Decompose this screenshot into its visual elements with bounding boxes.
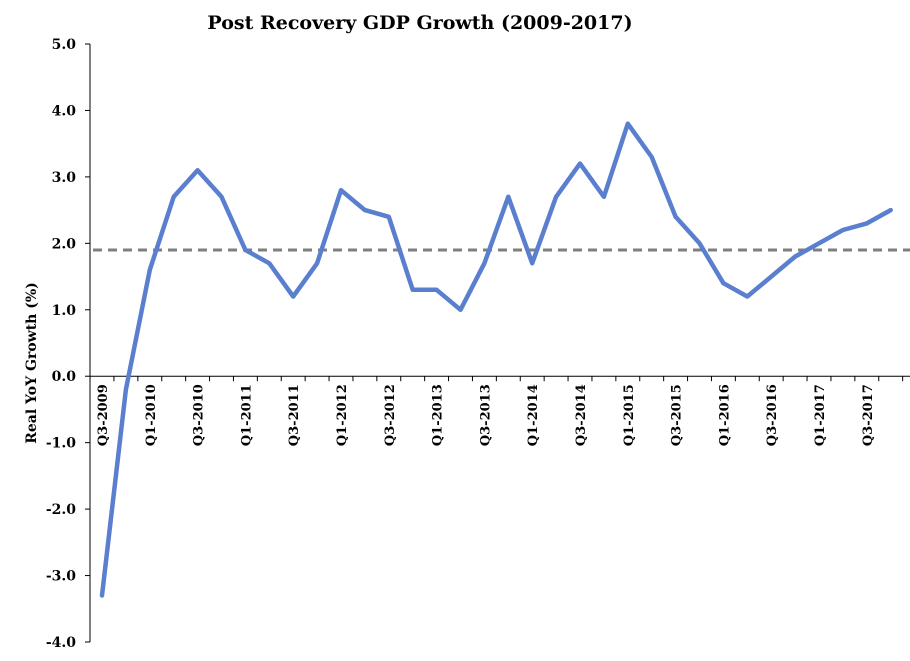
x-tick-label: Q3-2011: [287, 384, 302, 446]
series-line-gdp-growth: [99, 121, 893, 598]
x-tick-label: Q1-2013: [431, 384, 446, 446]
x-tick-label: Q1-2014: [526, 384, 541, 446]
chart-title: Post Recovery GDP Growth (2009-2017): [207, 12, 633, 34]
y-tick-label: 3.0: [52, 170, 77, 186]
y-tick-label: -2.0: [46, 502, 76, 518]
x-ticks: Q3-2009 Q1-2010 Q3-2010 Q1-2011 Q3-2011 Q1-20…: [89, 376, 904, 446]
x-tick-label: Q3-2010: [192, 384, 207, 446]
x-tick-label: Q3-2017: [861, 384, 876, 446]
y-tick-label: 5.0: [52, 37, 77, 53]
x-tick-label: Q3-2015: [670, 384, 685, 446]
x-tick-label: Q3-2013: [478, 384, 493, 446]
x-tick-label: Q1-2010: [144, 384, 159, 446]
y-tick-label: -4.0: [46, 635, 76, 651]
axes: [89, 44, 910, 642]
x-tick-label: Q3-2016: [765, 384, 780, 446]
y-tick-label: 4.0: [52, 103, 77, 119]
x-tick-label: Q1-2017: [813, 384, 828, 446]
y-axis-label: Real YoY Growth (%): [24, 282, 40, 444]
y-tick-label: 2.0: [52, 236, 77, 252]
x-tick-label: Q1-2012: [335, 384, 350, 446]
x-tick-label: Q3-2012: [383, 384, 398, 446]
x-tick-label: Q3-2014: [574, 384, 589, 446]
y-tick-label: 0.0: [52, 369, 77, 385]
y-ticks: 5.0 4.0 3.0 2.0 1.0 0.0 -1.0 -2.0 -3.0 -4.0: [46, 37, 90, 651]
x-tick-label: Q1-2015: [622, 384, 637, 446]
x-tick-label: Q1-2016: [717, 384, 732, 446]
y-tick-label: 1.0: [52, 303, 77, 319]
x-tick-label: Q1-2011: [239, 384, 254, 446]
y-tick-label: -3.0: [46, 569, 76, 585]
y-tick-label: -1.0: [46, 436, 76, 452]
x-tick-label: Q3-2009: [96, 384, 111, 446]
